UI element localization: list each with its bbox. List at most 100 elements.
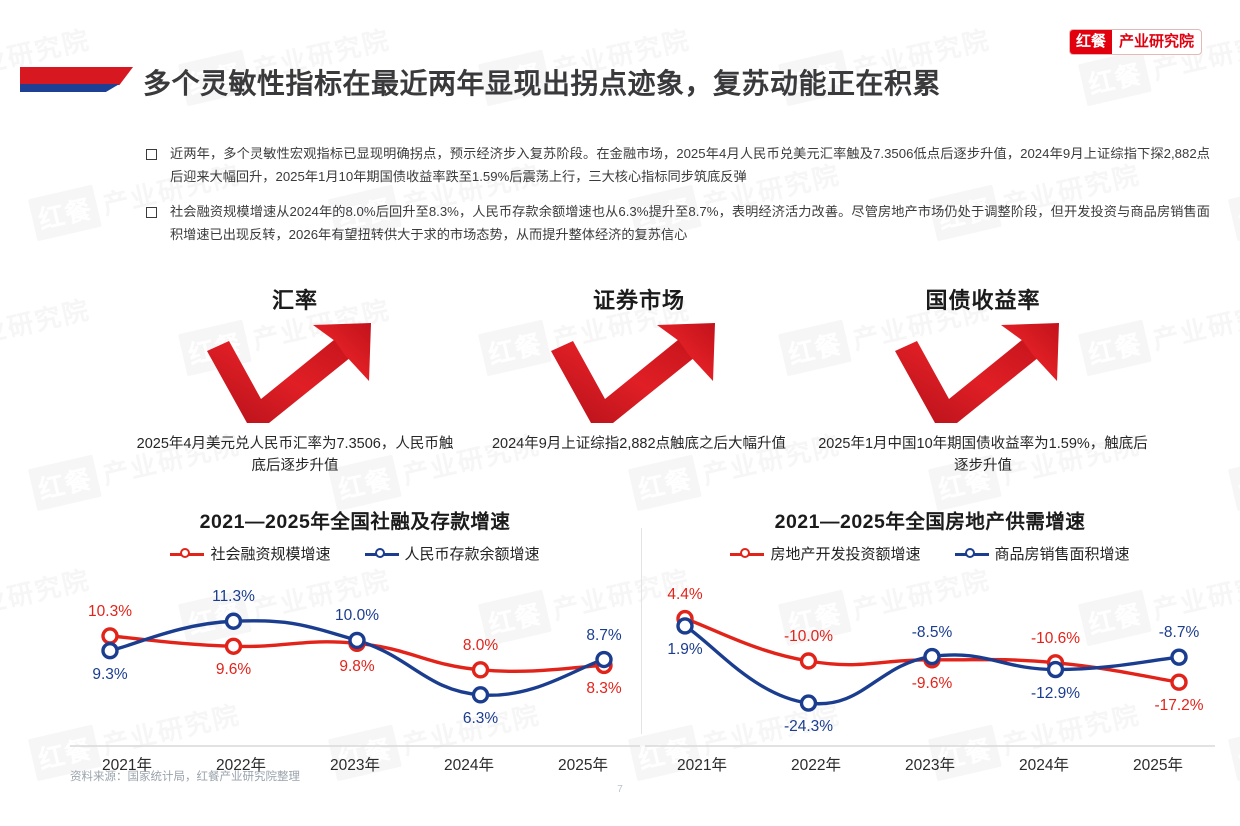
chart-data-point [101, 627, 119, 645]
accent-red-shape [20, 67, 133, 85]
accent-blue-shape [20, 84, 120, 92]
brand-logo-mark: 红餐 [1069, 30, 1112, 55]
x-axis-tick-label: 2024年 [1019, 757, 1069, 774]
chart-data-point [799, 652, 818, 670]
x-axis-tick-label: 2023年 [330, 757, 380, 774]
legend-item: 人民币存款余额增速 [364, 543, 540, 564]
bullet-item: 社会融资规模增速从2024年的8.0%后回升至8.3%，人民币存款余额增速也从6… [146, 201, 1210, 246]
chart-data-label: 8.0% [462, 636, 499, 654]
chart-data-label: -10.0% [783, 628, 834, 645]
legend-label: 房地产开发投资额增速 [770, 546, 921, 563]
chart-x-axis: 2021年 2022年 2023年 2024年 2025年 [645, 753, 1215, 775]
card-title: 证券市场 [592, 288, 685, 313]
watermark-tile: 红餐产业研究院 [1227, 152, 1240, 242]
chart-data-label: 4.4% [667, 585, 703, 603]
chart-real-estate-supply-demand: 2021—2025年全国房地产供需增速 房地产开发投资额增速 商品房销售面积增速… [645, 505, 1215, 774]
watermark-tile: 红餐产业研究院 [1227, 692, 1240, 782]
indicator-card-bond-yield: 国债收益率 2025年1月中国10年期国债收益率为1.59%，触底后逐步升值 [818, 283, 1148, 478]
chart-data-point [224, 637, 243, 655]
x-axis-tick-label: 2022年 [791, 757, 841, 774]
chart-data-label: 9.8% [339, 658, 375, 676]
chart-data-label: 1.9% [667, 640, 703, 658]
chart-data-label: -8.5% [911, 623, 953, 641]
chart-data-label: -12.9% [1030, 684, 1081, 702]
chart-data-point [923, 647, 941, 666]
chart-data-point [101, 641, 119, 660]
legend-label: 商品房销售面积增速 [994, 546, 1130, 563]
card-title: 汇率 [271, 288, 318, 313]
x-axis-tick-label: 2023年 [905, 757, 955, 774]
brand-logo-word: 产业研究院 [1118, 33, 1194, 50]
chart-divider [641, 528, 642, 734]
card-caption: 2024年9月上证综指2,882点触底之后大幅升值 [491, 436, 787, 452]
brand-logo: 红餐 产业研究院 [1068, 29, 1202, 56]
chart-plot-area: 10.3% 9.6% 9.8% 8.0% 8.3% 9.3% 11.3% 10.0% 6.3% 8… [70, 568, 640, 748]
chart-data-label: 9.6% [215, 661, 252, 679]
chart-data-label: 8.3% [586, 680, 622, 698]
card-caption: 2025年4月美元兑人民币汇率为7.3506，人民币触底后逐步升值 [136, 436, 454, 475]
x-axis-tick-label: 2021年 [677, 757, 727, 774]
chart-data-label: -9.6% [911, 674, 953, 692]
chart-data-point [676, 617, 694, 635]
chart-data-label: -24.3% [783, 718, 834, 736]
bullet-item: 近两年，多个灵敏性宏观指标已显现明确拐点，预示经济步入复苏阶段。在金融市场，20… [146, 143, 1210, 188]
up-arrow-icon [818, 319, 1148, 431]
card-caption: 2025年1月中国10年期国债收益率为1.59%，触底后逐步升值 [818, 436, 1148, 475]
legend-marker-icon [170, 547, 205, 561]
chart-data-point [1170, 673, 1188, 691]
up-arrow-icon [130, 319, 460, 431]
chart-data-point [471, 686, 490, 704]
legend-item: 社会融资规模增速 [170, 543, 331, 564]
chart-data-label: 11.3% [212, 588, 255, 606]
chart-data-point [471, 661, 490, 679]
bullet-text: 近两年，多个灵敏性宏观指标已显现明确拐点，预示经济步入复苏阶段。在金融市场，20… [170, 146, 1210, 184]
x-axis-tick-label: 2022年 [216, 757, 266, 774]
chart-social-financing-and-deposits: 2021—2025年全国社融及存款增速 社会融资规模增速 人民币存款余额增速 1… [70, 505, 640, 774]
chart-svg [645, 609, 1215, 747]
chart-legend: 房地产开发投资额增速 商品房销售面积增速 [645, 543, 1215, 564]
legend-label: 社会融资规模增速 [210, 546, 331, 563]
chart-data-label: -17.2% [1154, 697, 1204, 715]
chart-data-label: 9.3% [92, 665, 128, 683]
legend-item: 房地产开发投资额增速 [730, 543, 921, 564]
page-title: 多个灵敏性指标在最近两年显现出拐点迹象，复苏动能正在积累 [143, 68, 942, 99]
bullet-text: 社会融资规模增速从2024年的8.0%后回升至8.3%，人民币存款余额增速也从6… [170, 204, 1210, 243]
chart-title: 2021—2025年全国房地产供需增速 [774, 511, 1086, 533]
chart-data-point [348, 631, 366, 650]
chart-data-label: 10.3% [88, 602, 132, 620]
indicator-card-exchange-rate: 汇率 2025年4月美元兑人民币汇率为7.3506，人民币触底后逐步升值 [130, 283, 460, 478]
chart-data-point [224, 612, 243, 630]
chart-data-label: 8.7% [586, 626, 622, 644]
indicator-card-group: 汇率 2025年4月美元兑人民币汇率为7.3506，人民币触底后逐步升值 [0, 283, 1240, 474]
x-axis-tick-label: 2025年 [558, 757, 608, 774]
chart-data-point [799, 694, 818, 712]
legend-item: 商品房销售面积增速 [954, 543, 1130, 564]
title-accent-bar [20, 67, 133, 93]
chart-legend: 社会融资规模增速 人民币存款余额增速 [70, 543, 640, 564]
legend-marker-icon [364, 547, 399, 561]
card-title: 国债收益率 [925, 288, 1041, 313]
legend-label: 人民币存款余额增速 [404, 546, 540, 563]
x-axis-tick-label: 2024年 [444, 757, 494, 774]
chart-plot-area: 4.4% -10.0% -9.6% -10.6% -17.2% 1.9% -24.3% -8.… [645, 568, 1215, 748]
chart-data-label: 6.3% [462, 709, 499, 727]
chart-data-point [1046, 660, 1065, 679]
square-bullet-icon [146, 149, 157, 160]
chart-data-label: -10.6% [1030, 629, 1081, 647]
x-axis-tick-label: 2025年 [1133, 757, 1183, 774]
source-note: 资料来源：国家统计局，红餐产业研究院整理 [70, 771, 300, 783]
indicator-card-securities-market: 证券市场 2024年9月上证综指2,882点触底之后大幅升值 [474, 283, 804, 455]
chart-data-label: 10.0% [335, 607, 379, 625]
chart-title: 2021—2025年全国社融及存款增速 [199, 511, 511, 533]
bullet-list: 近两年，多个灵敏性宏观指标已显现明确拐点，预示经济步入复苏阶段。在金融市场，20… [146, 143, 1210, 260]
legend-marker-icon [954, 547, 989, 561]
chart-data-point [595, 650, 613, 669]
legend-marker-icon [730, 547, 765, 561]
up-arrow-icon [474, 319, 804, 431]
square-bullet-icon [146, 207, 157, 219]
chart-data-label: -8.7% [1158, 624, 1200, 642]
page-number: 7 [617, 784, 623, 795]
x-axis-tick-label: 2021年 [102, 757, 152, 774]
chart-data-point [1170, 648, 1188, 666]
